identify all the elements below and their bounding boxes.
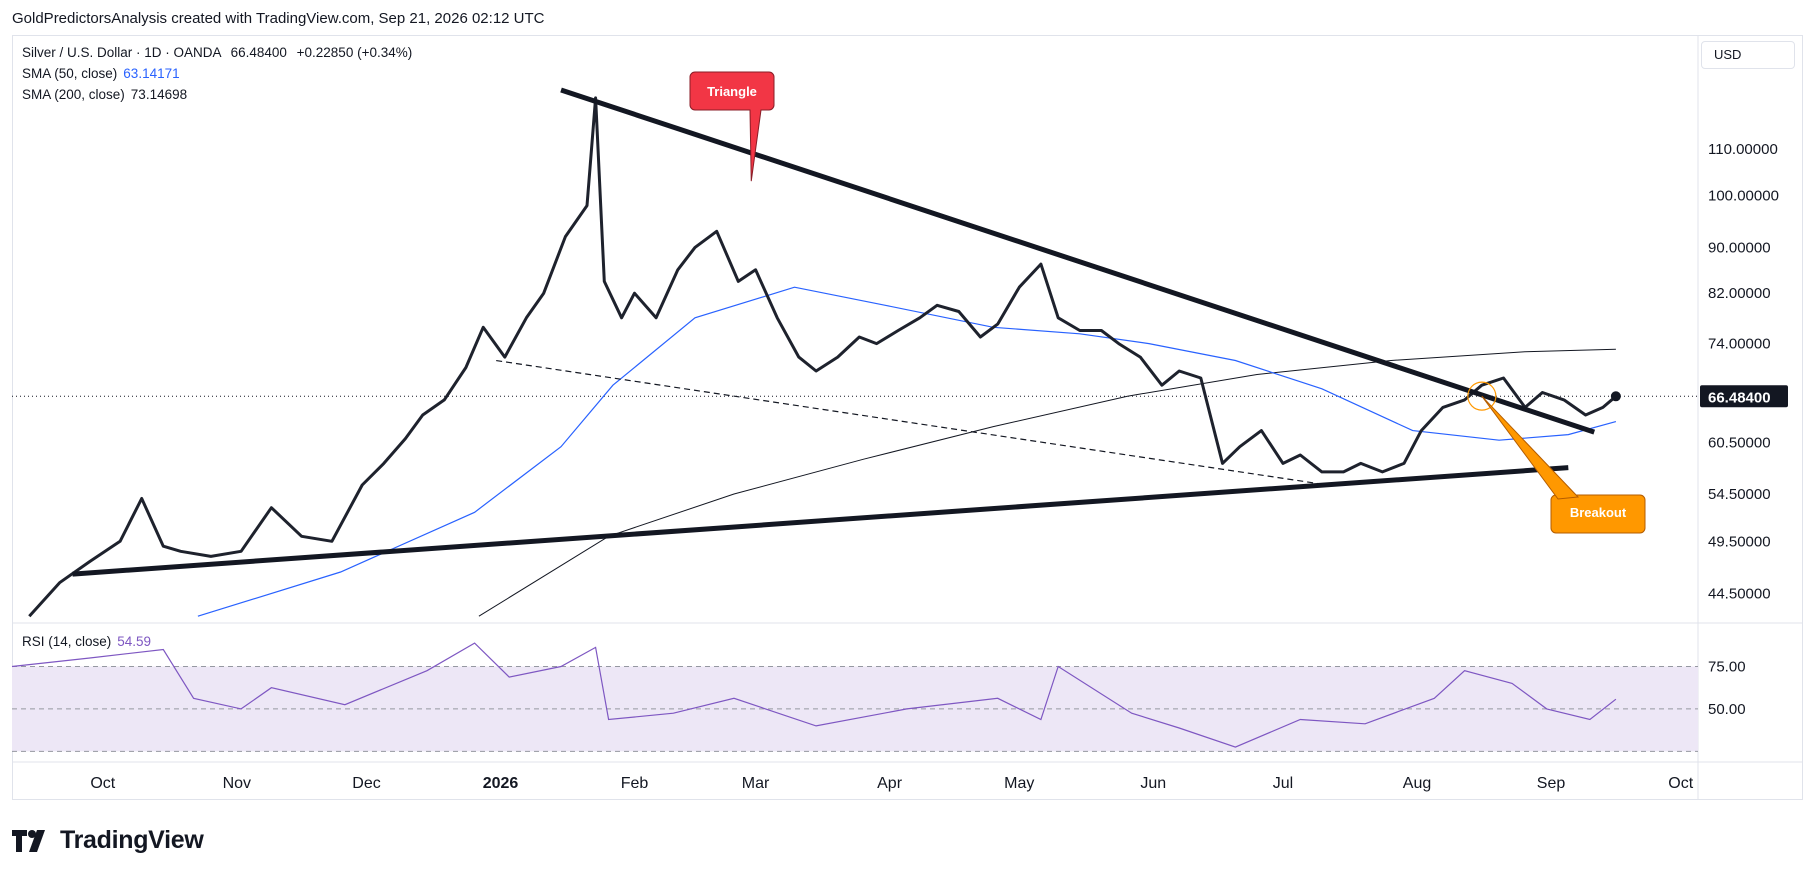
time-axis-label: Feb — [621, 775, 649, 792]
rsi-value: 54.59 — [117, 634, 152, 649]
price-axis-label: 74.00000 — [1708, 336, 1771, 353]
price-axis-label: 90.00000 — [1708, 239, 1771, 256]
time-axis-label: Apr — [877, 775, 903, 792]
sma200-label: SMA (200, close) — [22, 87, 125, 102]
triangle-callout — [689, 71, 775, 182]
time-axis-label: Jun — [1140, 775, 1166, 792]
time-axis-label: Nov — [223, 775, 251, 792]
symbol-legend[interactable]: Silver / U.S. Dollar · 1D · OANDA 66.484… — [22, 45, 412, 60]
trendline-lower — [72, 465, 1569, 577]
time-axis-label: Aug — [1403, 775, 1431, 792]
currency-selector[interactable]: USD — [1701, 41, 1795, 69]
sma50-line — [197, 286, 1617, 617]
time-axis-label: Jul — [1273, 775, 1293, 792]
rsi-legend[interactable]: RSI (14, close) 54.59 — [22, 634, 151, 649]
breakout-callout-pointer — [1481, 395, 1580, 500]
breakout-callout-label: Breakout — [1570, 505, 1627, 520]
time-axis-label: Oct — [90, 775, 115, 792]
sma200-legend[interactable]: SMA (200, close) 73.14698 — [22, 87, 187, 102]
trendline-dashed — [496, 359, 1322, 485]
chart-author-header: GoldPredictorsAnalysis created with Trad… — [12, 10, 545, 27]
time-axis-label: Oct — [1668, 775, 1693, 792]
tradingview-logo[interactable]: TradingView — [12, 826, 204, 855]
trendline-upper — [560, 87, 1596, 435]
time-axis-label: Mar — [742, 775, 770, 792]
last-price-tag — [1700, 385, 1788, 408]
time-axis-label: Dec — [352, 775, 380, 792]
rsi-line — [11, 642, 1617, 748]
symbol-name: Silver / U.S. Dollar · 1D · OANDA — [22, 45, 221, 60]
sma200-value: 73.14698 — [130, 87, 188, 102]
price-axis-label: 44.50000 — [1708, 586, 1771, 603]
price-pane — [28, 87, 1621, 618]
tradingview-wordmark: TradingView — [60, 826, 204, 854]
last-price-value: 66.48400 — [230, 45, 287, 60]
price-axis-label: 82.00000 — [1708, 285, 1771, 302]
sma50-label: SMA (50, close) — [22, 66, 118, 81]
price-axis-label: 60.50000 — [1708, 435, 1771, 452]
time-axis-label: May — [1004, 775, 1034, 792]
time-axis-label: 2026 — [483, 775, 519, 792]
price-axis-label: 54.50000 — [1708, 486, 1771, 503]
price-axis-label: 100.00000 — [1708, 188, 1779, 205]
price-axis-label: 49.50000 — [1708, 533, 1771, 550]
tradingview-logo-icon — [12, 829, 45, 852]
price-change-value: +0.22850 (+0.34%) — [296, 45, 413, 60]
sma50-value: 63.14171 — [123, 66, 180, 81]
rsi-label: RSI (14, close) — [22, 634, 112, 649]
sma200-line — [478, 348, 1616, 617]
breakout-callout — [1550, 494, 1646, 534]
breakout-circle — [1467, 381, 1497, 411]
last-price-marker — [1610, 391, 1621, 402]
time-axis-label: Sep — [1537, 775, 1566, 792]
chart-frame — [12, 35, 1803, 800]
sma50-legend[interactable]: SMA (50, close) 63.14171 — [22, 66, 180, 81]
last-price-tag-label: 66.48400 — [1708, 389, 1771, 406]
rsi-axis-label: 50.00 — [1708, 701, 1746, 718]
price-line — [28, 96, 1617, 618]
rsi-axis-label: 75.00 — [1708, 658, 1746, 675]
price-axis-label: 110.00000 — [1708, 141, 1778, 158]
triangle-callout-label: Triangle — [707, 84, 757, 99]
